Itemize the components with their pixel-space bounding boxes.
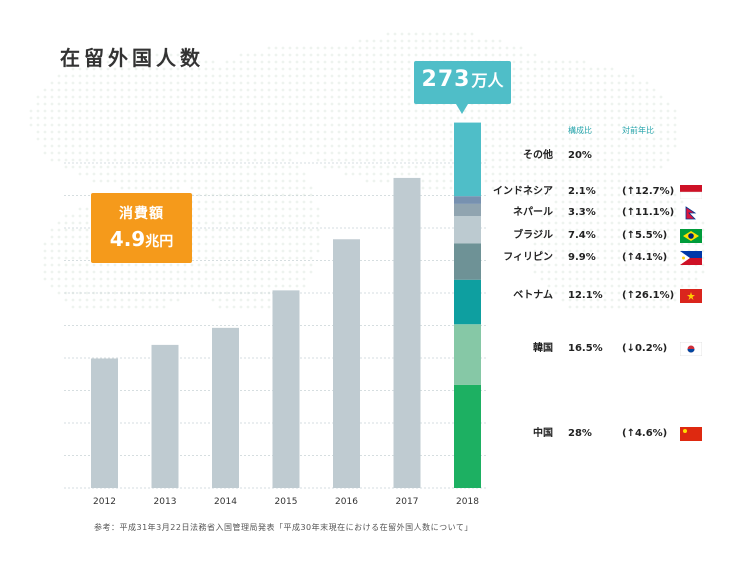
stack-segment-0 — [454, 384, 481, 488]
country-share: 3.3% — [568, 207, 596, 218]
page-title: 在留外国人数 — [60, 46, 204, 70]
total-value: 273 — [421, 67, 471, 92]
x-tick-label: 2016 — [335, 497, 358, 507]
header-share: 構成比 — [568, 126, 592, 135]
country-name: 中国 — [533, 428, 553, 439]
flag-id-icon — [680, 185, 702, 199]
country-name: フィリピン — [503, 252, 553, 263]
stack-segment-3 — [454, 243, 481, 280]
country-yoy: (↑5.5%) — [622, 230, 668, 241]
country-yoy: (↓0.2%) — [622, 343, 668, 354]
country-share: 7.4% — [568, 230, 596, 241]
bar-2015 — [272, 290, 300, 488]
x-tick-label: 2013 — [154, 497, 177, 507]
country-name: 韓国 — [533, 343, 553, 354]
country-name: その他 — [523, 150, 553, 161]
country-row: インドネシア 2.1% (↑12.7%) — [0, 185, 748, 199]
stack-segment-6 — [454, 196, 481, 204]
stack-segment-4 — [454, 216, 481, 244]
x-tick-labels: 2012 2013 2014 2015 2016 2017 2018 — [93, 497, 479, 507]
x-tick-label: 2015 — [275, 497, 298, 507]
flag-ph-icon — [680, 251, 702, 265]
country-share: 9.9% — [568, 252, 596, 263]
country-name: ネパール — [513, 207, 553, 218]
bars — [91, 122, 481, 489]
flag-vn-icon — [680, 289, 702, 303]
consumption-value: 4.9 — [109, 227, 146, 251]
total-unit: 万人 — [471, 71, 504, 90]
country-row: その他 20% — [0, 149, 748, 163]
bar-2017 — [393, 177, 421, 489]
bar-2016 — [333, 239, 360, 488]
flag-np-icon — [680, 206, 702, 220]
country-share: 16.5% — [568, 343, 603, 354]
country-yoy: (↑11.1%) — [622, 207, 675, 218]
country-name: ベトナム — [513, 290, 553, 301]
consumption-callout: 消費額 4.9兆円 — [91, 193, 192, 263]
country-yoy: (↑4.6%) — [622, 428, 668, 439]
bar-2012 — [91, 358, 118, 488]
x-tick-label: 2017 — [396, 497, 419, 507]
country-row: ネパール 3.3% (↑11.1%) — [0, 206, 748, 220]
stack-segment-1 — [454, 324, 481, 385]
x-tick-label: 2012 — [93, 497, 116, 507]
x-tick-label: 2018 — [456, 497, 479, 507]
x-tick-label: 2014 — [214, 497, 237, 507]
stack-segment-2 — [454, 279, 481, 325]
flag-br-icon — [680, 229, 702, 243]
stack-segment-7 — [454, 122, 481, 197]
country-row: ベトナム 12.1% (↑26.1%) — [0, 289, 748, 303]
country-row: 韓国 16.5% (↓0.2%) — [0, 342, 748, 356]
header-yoy: 対前年比 — [622, 126, 654, 135]
country-share: 12.1% — [568, 290, 603, 301]
world-map-dots — [29, 32, 705, 309]
bar-2014 — [212, 327, 239, 488]
bar-2013 — [151, 344, 179, 488]
consumption-unit: 兆円 — [145, 234, 174, 250]
flag-cn-icon — [680, 427, 702, 441]
country-row: フィリピン 9.9% (↑4.1%) — [0, 251, 748, 265]
country-share: 28% — [568, 428, 592, 439]
stack-segment-5 — [454, 203, 481, 217]
country-row: 中国 28% (↑4.6%) — [0, 427, 748, 441]
source-note: 参考：平成31年3月22日法務省入国管理局発表「平成30年末現在における在留外国… — [94, 523, 473, 532]
flag-kr-icon — [680, 342, 702, 356]
country-share: 20% — [568, 150, 592, 161]
country-share: 2.1% — [568, 186, 596, 197]
consumption-label: 消費額 — [119, 206, 164, 222]
country-yoy: (↑4.1%) — [622, 252, 668, 263]
country-name: ブラジル — [513, 230, 553, 241]
country-name: インドネシア — [493, 186, 553, 197]
total-callout: 273 万人 — [414, 61, 511, 114]
consumption-value-line: 4.9兆円 — [91, 227, 192, 251]
country-yoy: (↑12.7%) — [622, 186, 675, 197]
country-yoy: (↑26.1%) — [622, 290, 675, 301]
country-row: ブラジル 7.4% (↑5.5%) — [0, 229, 748, 243]
